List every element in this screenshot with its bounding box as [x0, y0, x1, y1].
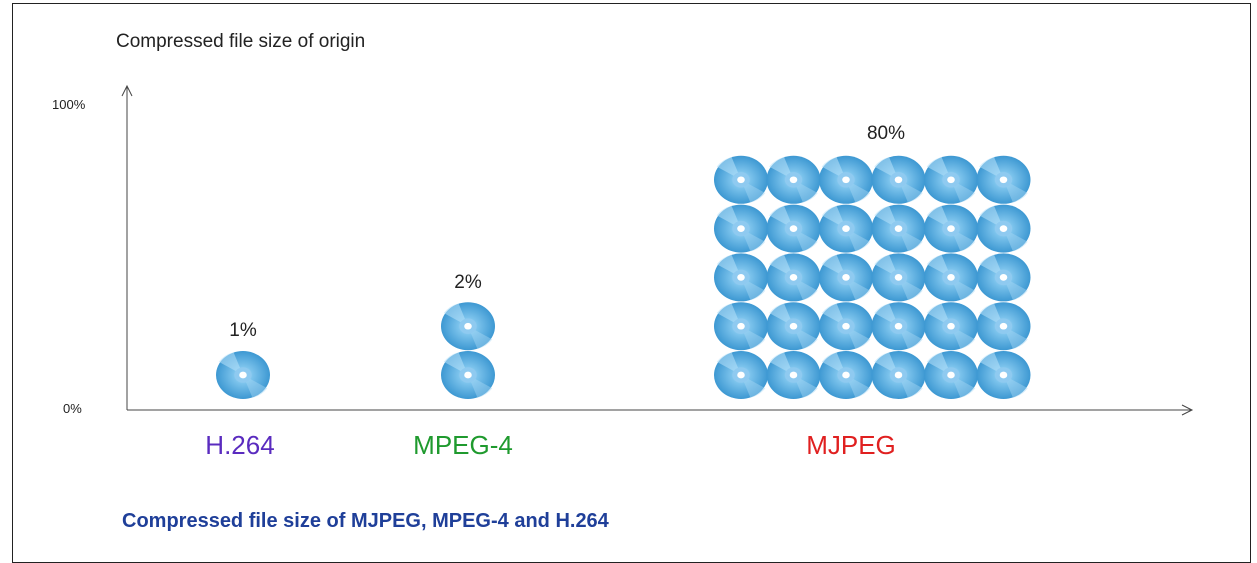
- disc-icon-mjpeg: [766, 302, 821, 351]
- disc-icon-mjpeg: [871, 351, 926, 399]
- disc-icon-mjpeg: [766, 253, 821, 302]
- chart-frame: [12, 3, 1251, 563]
- disc-icon-mjpeg: [976, 302, 1031, 351]
- disc-icon-mpeg4: [441, 351, 495, 399]
- disc-icon-mjpeg: [924, 302, 978, 351]
- disc-icon-mjpeg: [819, 253, 873, 302]
- value-label-h264: 1%: [229, 320, 257, 341]
- chart-caption: Compressed file size of MJPEG, MPEG-4 an…: [122, 510, 609, 532]
- disc-icon-mjpeg: [871, 155, 926, 204]
- disc-icon-mjpeg: [714, 302, 768, 351]
- disc-icon-mjpeg: [871, 253, 926, 302]
- disc-icon-mjpeg: [819, 155, 873, 204]
- disc-icon-mjpeg: [871, 204, 926, 253]
- disc-icon-mjpeg: [714, 253, 768, 302]
- category-label-mjpeg: MJPEG: [806, 430, 896, 460]
- disc-icon-mjpeg: [871, 302, 926, 351]
- disc-icon-mjpeg: [976, 351, 1031, 399]
- disc-icon-mjpeg: [924, 253, 978, 302]
- chart-plot: [121, 84, 1194, 416]
- disc-icon-mjpeg: [924, 204, 978, 253]
- disc-icon-mjpeg: [766, 204, 821, 253]
- y-axis-title: Compressed file size of origin: [116, 31, 366, 52]
- y-tick-label-bottom: 0%: [63, 401, 82, 416]
- disc-icon-mjpeg: [819, 204, 873, 253]
- y-axis-arrow: [121, 84, 133, 97]
- category-label-h264: H.264: [205, 430, 275, 460]
- disc-icon-h264: [216, 351, 270, 399]
- disc-icon-mjpeg: [714, 204, 768, 253]
- disc-icon-mjpeg: [714, 155, 768, 204]
- value-label-mjpeg: 80%: [866, 123, 906, 144]
- disc-icon-mjpeg: [924, 155, 978, 204]
- disc-icon-mjpeg: [766, 351, 821, 399]
- disc-icon-mpeg4: [441, 302, 495, 351]
- disc-icon-mjpeg: [976, 155, 1031, 204]
- disc-icon-mjpeg: [714, 351, 768, 399]
- value-label-mpeg4: 2%: [454, 272, 482, 293]
- category-label-mpeg4: MPEG-4: [413, 430, 513, 460]
- disc-icon-mjpeg: [976, 253, 1031, 302]
- disc-icon-mjpeg: [819, 351, 873, 399]
- disc-icon-mjpeg: [924, 351, 978, 399]
- disc-icon-mjpeg: [766, 155, 821, 204]
- y-tick-label-top: 100%: [52, 97, 86, 112]
- disc-icon-mjpeg: [976, 204, 1031, 253]
- x-axis-arrow: [1181, 404, 1194, 416]
- disc-icon-mjpeg: [819, 302, 873, 351]
